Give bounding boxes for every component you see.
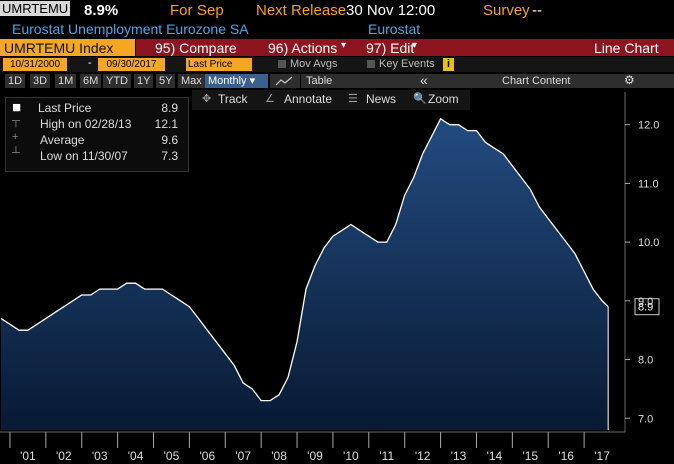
compare[interactable]: 95) Compare [155,40,237,56]
legend-symbol: + [12,131,19,143]
last-value: 8.9% [84,2,119,19]
range-button[interactable]: 5Y [156,74,176,88]
last-tag-label: 8.9 [638,302,653,314]
key-events[interactable]: Key Events [379,58,435,70]
line [0,117,609,402]
x-tick-label: '08 [271,449,287,463]
x-tick-label: '01 [20,449,36,463]
x-tick-label: '02 [56,449,72,463]
description: Eurostat Unemployment Eurozone SA [12,21,249,37]
tool-icon: 🔍 [413,93,427,105]
tool-bar [192,90,470,110]
range-button[interactable]: 1Y [134,74,154,88]
actions[interactable]: 96) Actions [268,40,338,56]
x-tick-label: '03 [92,449,108,463]
table[interactable]: Table [301,74,346,88]
for-label: For [170,2,193,19]
security-box[interactable] [0,39,135,56]
legend-label: Average [40,133,85,147]
legend-label: High on 02/28/13 [40,117,132,131]
legend-label: Low on 11/30/07 [40,149,128,163]
icon [275,76,293,86]
legend-value: 8.9 [161,101,178,115]
legend-box [5,97,189,172]
legend-value: 9.6 [161,133,178,147]
dropdown-arrow: ▾ [412,40,418,51]
range-button[interactable]: 1M [55,74,77,88]
tool[interactable]: News [366,92,397,106]
x-tick-label: '12 [415,449,431,463]
tool-icon: ☰ [348,93,358,105]
last-tag [634,298,660,316]
area [1,118,609,431]
y-tick-label: 7.0 [638,413,653,425]
survey: -- [532,2,542,19]
y-tick-label: 9.0 [638,296,653,308]
chart-content[interactable]: Chart Content [502,75,571,87]
legend-label: Last Price [38,101,92,115]
edit[interactable]: 97) Edit [366,40,415,56]
security[interactable]: UMRTEMU Index [4,40,114,56]
ticker: UMRTEMU [0,1,71,16]
legend-value: 12.1 [154,117,178,131]
start-date[interactable]: 10/31/2000 [3,58,67,71]
chart-icon[interactable] [270,74,300,88]
view[interactable]: Line Chart [594,40,659,56]
dropdown-arrow: ▾ [341,40,347,51]
tool-icon: ∠ [265,93,275,105]
next-release-label: Next Release [256,2,347,19]
checkbox[interactable] [278,60,286,68]
end-date[interactable]: 09/30/2017 [98,58,165,71]
range-button[interactable]: 1D [5,74,26,88]
x-tick-label: '07 [235,449,251,463]
period-value: Monthly [208,75,247,87]
tool[interactable]: Annotate [284,92,333,106]
mov-avgs[interactable]: Mov Avgs [290,58,338,70]
legend-value: 7.3 [161,149,178,163]
settings[interactable]: ⚙ [624,73,635,87]
range-button[interactable]: Max [178,74,205,88]
menu-bar [136,39,674,56]
y-tick-label: 11.0 [638,178,659,190]
next-release: 30 Nov 12:00 [346,2,436,19]
x-tick-label: '10 [343,449,359,463]
period: Sep [197,2,224,19]
legend-symbol: ┴ [12,147,20,159]
legend-symbol: ┬ [12,115,20,127]
y-tick-label: 12.0 [638,120,659,132]
legend-symbol: ■ [12,99,22,116]
y-tick-label: 8.0 [638,355,653,367]
x-tick-label: '13 [451,449,467,463]
x-tick-label: '14 [487,449,503,463]
field[interactable]: Last Price [186,58,252,71]
checkbox[interactable] [367,60,375,68]
x-tick-label: '04 [128,449,144,463]
y-tick-label: 10.0 [638,237,659,249]
x-tick-label: '16 [558,449,574,463]
control-bar [0,57,674,72]
date-separator: - [88,57,92,69]
range-button[interactable]: 6M [80,74,102,88]
x-tick-label: '05 [164,449,180,463]
period-select[interactable]: Monthly ▾ [205,74,268,88]
info[interactable]: i [443,58,454,71]
x-tick-label: '06 [200,449,216,463]
tool-icon: ✥ [202,93,212,105]
tool[interactable]: Zoom [428,92,459,106]
x-tick-label: '17 [594,449,610,463]
x-tick-label: '11 [379,449,394,463]
content-bar [345,74,674,88]
x-tick-label: '09 [307,449,323,463]
collapse[interactable]: « [420,72,428,88]
source: Eurostat [368,21,421,37]
range-button[interactable]: 3D [30,74,51,88]
tool[interactable]: Track [218,92,248,106]
range-button[interactable]: YTD [103,74,131,88]
x-tick-label: '15 [522,449,538,463]
survey-label: Survey [483,2,530,19]
